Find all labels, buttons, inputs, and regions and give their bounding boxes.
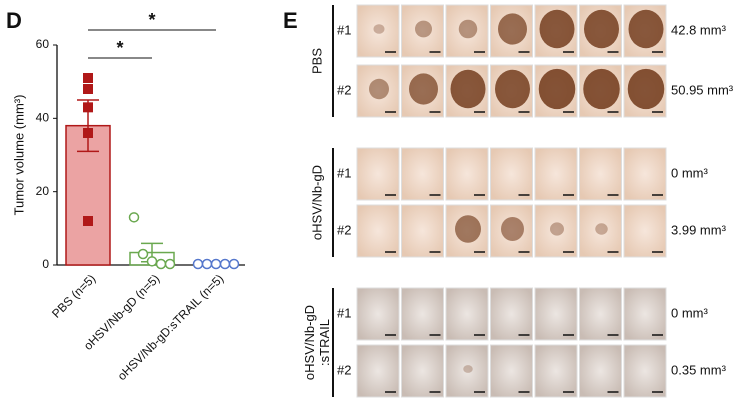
- data-point: [83, 102, 93, 113]
- tissue-image: [534, 287, 578, 341]
- tissue-image: [445, 4, 489, 58]
- tissue-image: [401, 344, 444, 398]
- row-label: #2: [337, 222, 351, 237]
- x-tick-label: oHSV/Nb-gD:sTRAIL (n=5): [115, 271, 227, 383]
- group-label: PBS: [309, 48, 324, 74]
- stain: [450, 69, 486, 109]
- stain: [458, 19, 478, 39]
- y-tick-label: 60: [36, 37, 50, 51]
- data-point: [192, 258, 204, 270]
- tissue-image: [490, 287, 533, 341]
- tissue-image: [579, 344, 622, 398]
- volume-label: 3.99 mm³: [671, 222, 727, 237]
- y-tick-label: 0: [42, 257, 49, 271]
- stain: [501, 217, 524, 241]
- tissue-image: [579, 147, 622, 201]
- panel-label: D: [6, 8, 22, 33]
- data-point: [83, 128, 93, 138]
- data-point: [128, 212, 140, 223]
- volume-label: 0 mm³: [671, 165, 709, 180]
- stain: [627, 68, 665, 110]
- data-point: [228, 258, 240, 270]
- significance-label: *: [148, 10, 155, 30]
- tissue-image: [445, 287, 489, 341]
- data-point: [201, 258, 213, 270]
- data-point: [164, 258, 176, 270]
- y-tick-label: 20: [36, 184, 50, 198]
- volume-label: 0 mm³: [671, 305, 709, 320]
- tissue-image: [623, 344, 667, 398]
- tissue-image: [356, 287, 400, 341]
- row-label: #2: [337, 82, 351, 97]
- stain: [550, 222, 564, 236]
- stain: [583, 68, 620, 110]
- tissue-image: [579, 204, 622, 258]
- y-axis-label: Tumor volume (mm³): [11, 95, 26, 216]
- row-label: #2: [337, 362, 351, 377]
- tissue-image: [534, 204, 578, 258]
- volume-label: 42.8 mm³: [671, 22, 727, 37]
- tissue-image: [490, 147, 533, 201]
- tissue-image: [356, 147, 400, 201]
- tissue-image: [401, 147, 444, 201]
- tissue-image: [356, 64, 400, 118]
- data-point: [83, 73, 93, 83]
- stain: [495, 69, 530, 109]
- data-point: [219, 258, 231, 270]
- data-point: [137, 248, 149, 260]
- data-point: [146, 256, 158, 267]
- row-label: #1: [337, 305, 351, 320]
- data-point: [210, 258, 222, 270]
- tissue-image: [445, 344, 489, 398]
- tissue-image: [490, 344, 533, 398]
- stain: [455, 215, 481, 243]
- stain: [369, 78, 389, 100]
- panel-label: E: [283, 8, 298, 33]
- tissue-image: [401, 4, 444, 58]
- tissue-image: [623, 204, 667, 258]
- x-tick-label: PBS (n=5): [49, 271, 98, 320]
- row-label: #1: [337, 165, 351, 180]
- row-label: #1: [337, 22, 351, 37]
- tissue-image: [356, 4, 400, 58]
- stain: [498, 13, 527, 45]
- tissue-image: [534, 344, 578, 398]
- stain: [373, 24, 385, 34]
- data-point: [83, 216, 93, 226]
- group-label: oHSV/Nb-gD: [302, 305, 317, 380]
- data-point: [83, 84, 93, 94]
- volume-label: 0.35 mm³: [671, 362, 727, 377]
- stain: [409, 73, 438, 105]
- tissue-image: [623, 147, 667, 201]
- stain: [463, 365, 473, 373]
- significance-label: *: [116, 38, 123, 58]
- tissue-image: [401, 287, 444, 341]
- group-label: :sTRAIL: [317, 319, 332, 366]
- data-point: [155, 258, 167, 270]
- tissue-image: [534, 147, 578, 201]
- stain: [538, 68, 576, 110]
- stain: [415, 20, 432, 38]
- y-tick-label: 40: [36, 111, 50, 125]
- tissue-image: [356, 204, 400, 258]
- tissue-image: [401, 204, 444, 258]
- stain: [539, 9, 575, 49]
- group-label: oHSV/Nb-gD: [309, 165, 324, 240]
- volume-label: 50.95 mm³: [671, 82, 734, 97]
- stain: [628, 9, 664, 49]
- stain: [595, 223, 608, 235]
- stain: [584, 9, 619, 49]
- tissue-image: [445, 147, 489, 201]
- tissue-image: [356, 344, 400, 398]
- tissue-image: [623, 287, 667, 341]
- tissue-image: [579, 287, 622, 341]
